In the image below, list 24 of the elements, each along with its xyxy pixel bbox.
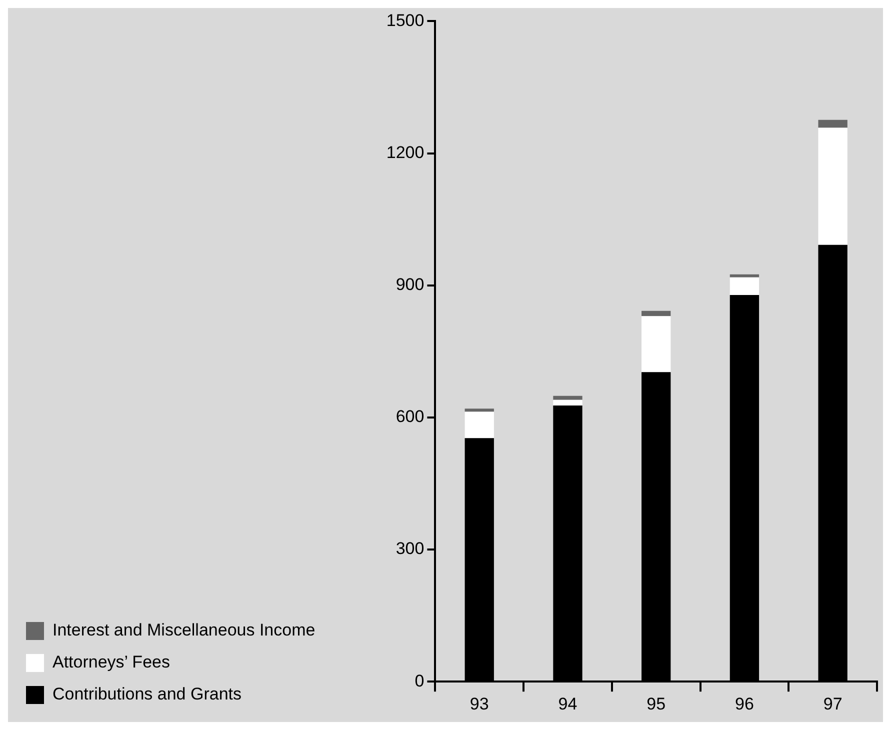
x-tick-label: 97: [823, 694, 842, 714]
bar: [818, 128, 848, 245]
legend-label: Interest and Miscellaneous Income: [52, 620, 316, 640]
legend-label: Attorneys’ Fees: [52, 652, 170, 672]
bar: [730, 274, 760, 278]
y-tick-label: 1200: [386, 142, 424, 162]
x-tick-label: 93: [470, 694, 489, 714]
bar: [818, 120, 848, 128]
y-tick-label: 600: [396, 407, 424, 426]
x-tick-label: 96: [734, 694, 754, 714]
bar: [464, 412, 494, 438]
x-tick-label: 94: [558, 694, 578, 714]
bar: [730, 277, 760, 296]
bar: [464, 408, 494, 412]
x-tick-label: 95: [646, 694, 666, 714]
bar: [642, 310, 671, 316]
bar: [553, 396, 582, 400]
bar: [642, 316, 671, 372]
y-tick-label: 1500: [386, 10, 424, 30]
y-tick-label: 300: [396, 539, 424, 558]
bar: [553, 400, 582, 406]
y-tick-label: 0: [414, 671, 424, 690]
legend-label: Contributions and Grants: [52, 684, 242, 704]
y-tick-label: 900: [396, 275, 424, 294]
